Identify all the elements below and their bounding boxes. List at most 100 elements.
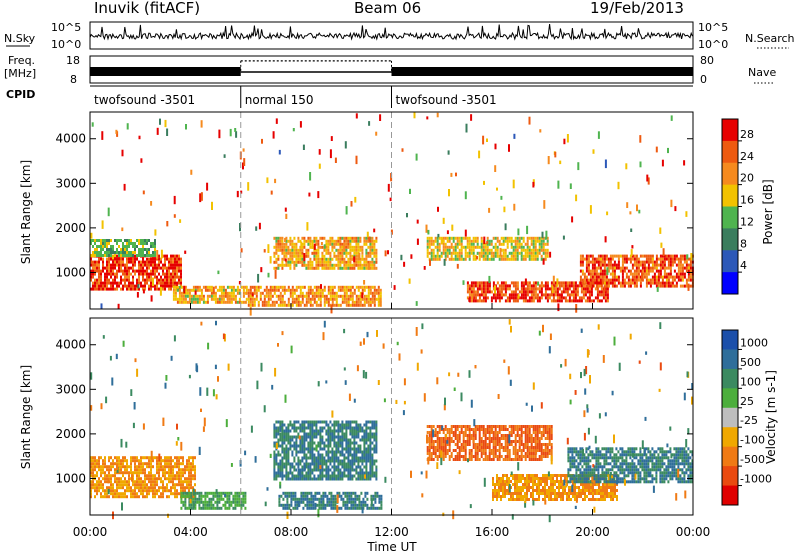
data-cell bbox=[371, 474, 374, 478]
data-cell bbox=[371, 426, 374, 430]
data-cell bbox=[281, 447, 284, 451]
data-cell bbox=[100, 254, 102, 257]
data-cell bbox=[550, 281, 553, 285]
data-cell bbox=[192, 288, 195, 292]
data-cell bbox=[647, 278, 650, 282]
data-cell bbox=[92, 459, 94, 463]
data-cell bbox=[341, 288, 344, 292]
data-cell bbox=[293, 245, 296, 249]
data-cell bbox=[355, 435, 358, 439]
data-cell bbox=[560, 290, 563, 294]
data-cell bbox=[460, 236, 463, 240]
data-cell bbox=[144, 480, 146, 484]
data-cell bbox=[432, 449, 435, 452]
data-cell bbox=[114, 480, 116, 484]
data-cell bbox=[518, 236, 521, 240]
data-cell bbox=[363, 456, 366, 460]
data-cell bbox=[428, 239, 431, 243]
data-cell bbox=[524, 296, 527, 300]
data-cell bbox=[363, 450, 366, 454]
data-cell bbox=[168, 480, 170, 484]
data-cell bbox=[214, 300, 217, 304]
data-cell bbox=[184, 288, 187, 292]
data-cell bbox=[438, 236, 441, 240]
data-cell bbox=[299, 438, 302, 442]
data-cell bbox=[651, 257, 654, 261]
data-cell bbox=[186, 462, 188, 466]
data-cell bbox=[639, 278, 642, 282]
data-cell bbox=[540, 239, 543, 243]
data-cell bbox=[120, 266, 122, 270]
data-cell bbox=[426, 449, 429, 452]
data-cell bbox=[332, 503, 335, 507]
data-cell bbox=[591, 254, 594, 258]
data-cell bbox=[277, 420, 280, 424]
data-cell bbox=[128, 471, 130, 475]
data-cell bbox=[333, 245, 336, 249]
data-cell bbox=[279, 468, 282, 472]
data-cell bbox=[184, 480, 186, 484]
data-cell bbox=[309, 456, 312, 460]
data-cell bbox=[144, 248, 146, 251]
data-cell bbox=[311, 303, 314, 307]
data-cell bbox=[132, 260, 134, 264]
colorbar-swatch bbox=[722, 184, 738, 208]
data-cell bbox=[339, 471, 342, 475]
data-cell bbox=[267, 300, 270, 304]
data-cell bbox=[556, 293, 559, 297]
data-cell bbox=[643, 263, 646, 267]
data-cell bbox=[510, 239, 513, 243]
data-cell bbox=[257, 303, 260, 307]
data-cell bbox=[335, 465, 338, 469]
data-cell bbox=[494, 299, 497, 303]
data-cell bbox=[116, 248, 118, 251]
data-cell bbox=[490, 254, 493, 258]
data-cell bbox=[194, 503, 197, 507]
data-cell bbox=[673, 284, 676, 288]
data-cell bbox=[146, 272, 148, 276]
data-cell bbox=[323, 459, 326, 463]
data-cell bbox=[188, 503, 191, 507]
data-cell bbox=[373, 471, 376, 475]
data-cell bbox=[198, 297, 201, 301]
data-cell bbox=[436, 242, 439, 246]
data-cell bbox=[576, 284, 579, 288]
data-cell bbox=[367, 251, 370, 255]
data-cell bbox=[375, 474, 378, 478]
data-cell bbox=[350, 503, 353, 507]
data-cell bbox=[220, 294, 223, 298]
data-cell bbox=[234, 288, 237, 292]
data-cell bbox=[285, 444, 288, 448]
data-cell bbox=[168, 284, 170, 288]
data-cell bbox=[102, 263, 104, 267]
data-cell bbox=[333, 429, 336, 433]
data-cell bbox=[146, 260, 148, 264]
data-cell bbox=[639, 260, 642, 264]
data-cell bbox=[158, 489, 160, 493]
data-cell bbox=[512, 284, 515, 288]
data-cell bbox=[329, 236, 332, 240]
data-cell bbox=[514, 296, 517, 300]
data-cell bbox=[337, 450, 340, 454]
data-cell bbox=[284, 491, 287, 495]
data-cell bbox=[307, 444, 310, 448]
data-cell bbox=[532, 239, 535, 243]
data-cell bbox=[112, 272, 114, 276]
data-cell bbox=[158, 263, 160, 267]
data-cell bbox=[136, 257, 138, 261]
data-cell bbox=[345, 462, 348, 466]
data-cell bbox=[444, 245, 447, 249]
data-cell bbox=[315, 456, 318, 460]
data-cell bbox=[92, 480, 94, 484]
data-cell bbox=[184, 300, 187, 304]
data-cell bbox=[335, 444, 338, 448]
data-cell bbox=[142, 486, 144, 490]
data-cell bbox=[337, 435, 340, 439]
data-cell bbox=[315, 288, 318, 292]
data-cell bbox=[370, 494, 373, 498]
data-cell bbox=[295, 257, 298, 261]
data-cell bbox=[118, 239, 120, 242]
data-cell bbox=[619, 254, 622, 258]
data-cell bbox=[354, 500, 357, 504]
data-cell bbox=[148, 287, 150, 291]
